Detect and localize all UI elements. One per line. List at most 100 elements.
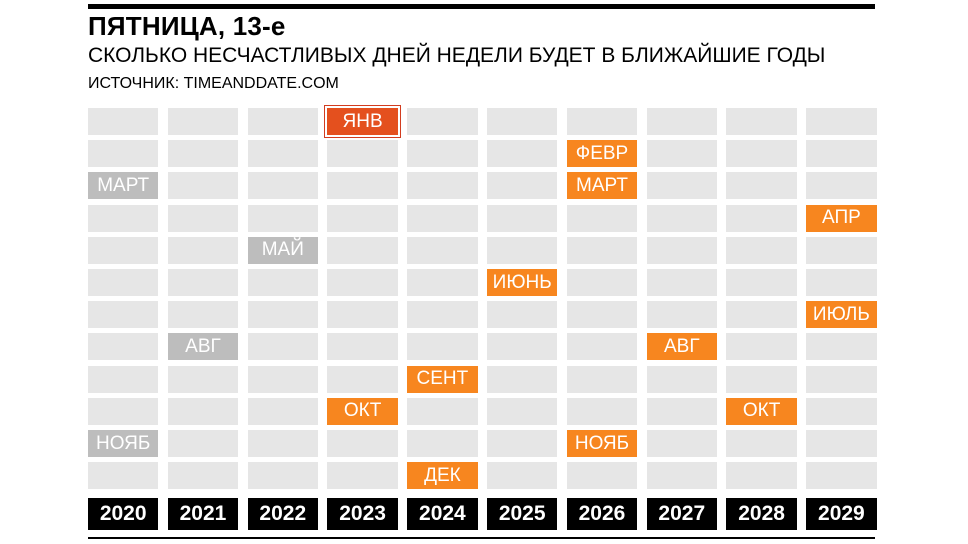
year-label: 2020 [88,498,159,530]
grid-cell [407,269,478,296]
grid-cell [327,172,398,200]
grid-cell [88,140,159,168]
grid-cell [646,301,717,329]
grid-cell [407,397,478,425]
grid-cell [646,269,717,296]
grid-cell [646,236,717,264]
grid-cell [167,172,239,200]
grid-cell [487,333,558,361]
year-label: 2024 [407,498,478,530]
friday-13-month: МАЙ [247,236,318,264]
chart-title: ПЯТНИЦА, 13-е [88,11,286,41]
grid-cell [726,365,797,393]
grid-cell [806,269,877,296]
grid-cell [407,430,478,457]
grid-cell [726,462,797,490]
grid-cell [726,269,797,296]
top-rule [88,4,875,9]
grid-cell [247,269,318,296]
grid-cell [806,108,877,135]
grid-cell [247,333,318,361]
grid-cell [726,172,797,200]
grid-cell [487,365,558,393]
grid-cell [726,301,797,329]
grid-cell [566,204,638,232]
year-label: 2027 [646,498,717,530]
grid-cell [407,301,478,329]
grid-cell [327,430,398,457]
grid-cell [487,108,558,135]
friday-13-month: ДЕК [407,462,478,490]
grid-cell [407,204,478,232]
grid-cell [407,172,478,200]
friday-13-month: АПР [806,204,877,232]
grid-cell [167,204,239,232]
friday-13-month: АВГ [646,333,717,361]
grid-cell [88,462,159,490]
grid-cell [566,108,638,135]
grid-cell [806,236,877,264]
grid-cell [726,333,797,361]
grid-cell [806,397,877,425]
friday-13-month: ФЕВР [566,140,638,168]
friday-13-month: ОКТ [327,397,398,425]
grid-cell [247,397,318,425]
grid-cell [487,204,558,232]
grid-cell [407,236,478,264]
grid-cell [167,140,239,168]
grid-cell [327,269,398,296]
year-label: 2028 [726,498,797,530]
grid-cell [487,172,558,200]
bottom-rule [88,537,875,539]
grid-cell [806,172,877,200]
grid-cell [247,462,318,490]
grid-cell [487,140,558,168]
grid-cell [167,430,239,457]
grid-cell [88,301,159,329]
grid-cell [247,204,318,232]
friday-13-month: ИЮЛЬ [806,301,877,329]
friday-13-month: МАРТ [566,172,638,200]
grid-cell [487,430,558,457]
grid-cell [327,462,398,490]
year-label: 2021 [167,498,239,530]
friday-13-month: СЕНТ [407,365,478,393]
grid-cell [327,301,398,329]
grid-cell [167,365,239,393]
grid-cell [566,397,638,425]
grid-cell [646,172,717,200]
grid-cell [327,204,398,232]
grid-cell [487,236,558,264]
grid-cell [646,108,717,135]
grid-cell [646,204,717,232]
grid-cell [566,333,638,361]
grid-cell [167,236,239,264]
grid-cell [167,301,239,329]
year-label: 2026 [566,498,638,530]
grid-cell [646,397,717,425]
grid-cell [487,397,558,425]
chart-source: ИСТОЧНИК: TIMEANDDATE.COM [88,75,339,92]
friday-13-month: НОЯБ [88,430,159,457]
friday-13-month: НОЯБ [566,430,638,457]
year-label: 2022 [247,498,318,530]
chart-subtitle: СКОЛЬКО НЕСЧАСТЛИВЫХ ДНЕЙ НЕДЕЛИ БУДЕТ В… [88,44,826,67]
grid-cell [806,430,877,457]
grid-cell [806,140,877,168]
grid-cell [566,301,638,329]
year-label: 2023 [327,498,398,530]
grid-cell [167,462,239,490]
grid-cell [247,140,318,168]
grid-cell [726,236,797,264]
grid-cell [327,140,398,168]
grid-cell [88,333,159,361]
friday-13-month: ЯНВ [324,105,401,138]
grid-cell [247,430,318,457]
friday-13-month: МАРТ [88,172,159,200]
friday-13-month: АВГ [167,333,239,361]
grid-cell [327,365,398,393]
grid-cell [566,236,638,264]
grid-cell [646,462,717,490]
grid-cell [726,108,797,135]
